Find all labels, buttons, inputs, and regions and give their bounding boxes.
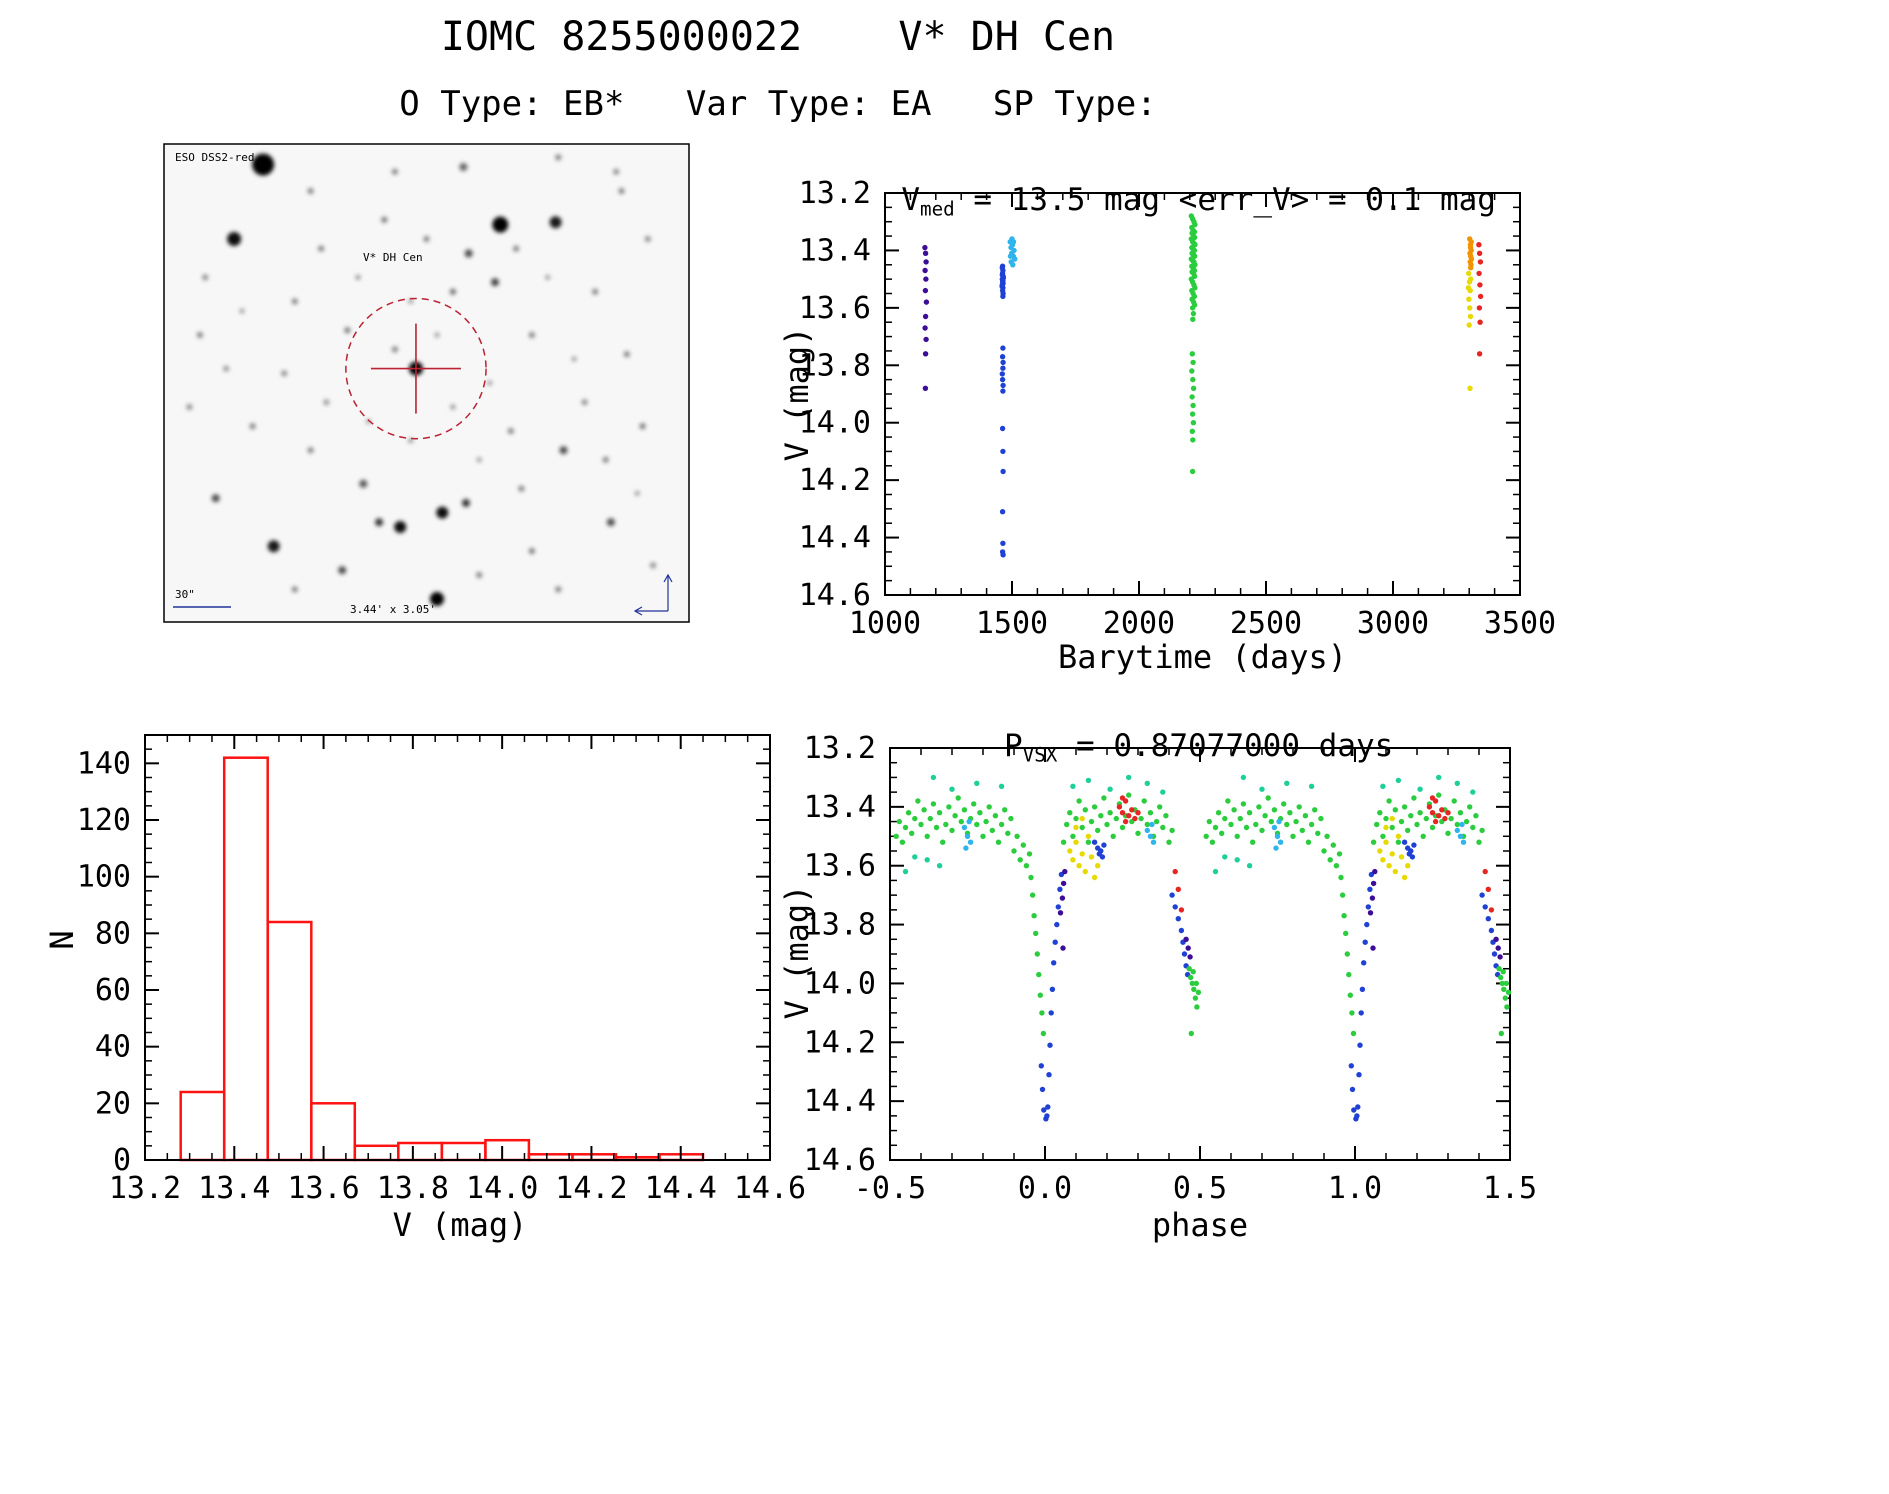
compass-icon (633, 573, 673, 616)
tick-label: 13.6 (804, 849, 876, 884)
lightcurve-ylabel: V (mag) (778, 326, 816, 462)
phase-title: PVSX = 0.87077000 days (795, 692, 1565, 766)
tick-label: 13.2 (799, 176, 871, 211)
tick-label: 13.4 (799, 233, 871, 268)
tick-label: 1.5 (1483, 1171, 1537, 1206)
lightcurve-xlabel: Barytime (days) (1058, 638, 1347, 676)
tick-label: 13.8 (804, 908, 876, 943)
tick-label: 14.4 (799, 521, 871, 556)
tick-label: 3000 (1357, 606, 1429, 641)
finder-chart: ESO DSS2-red V* DH Cen 30" 3.44' x 3.05' (163, 143, 690, 623)
tick-label: 2000 (1103, 606, 1175, 641)
axes (884, 192, 1521, 596)
tick-label: 60 (95, 973, 131, 1008)
survey-label: ESO DSS2-red (175, 151, 254, 164)
tick-label: 13.4 (198, 1171, 270, 1206)
target-label: V* DH Cen (363, 251, 423, 264)
lightcurve-title: Vmed = 13.5 mag <err_V> = 0.1 mag (795, 146, 1565, 220)
data-points (893, 774, 1512, 1122)
tick-label: 14.2 (799, 463, 871, 498)
tick-label: 14.0 (804, 966, 876, 1001)
histogram-bars (179, 756, 705, 1162)
tick-label: 2500 (1230, 606, 1302, 641)
tick-label: 0.0 (1018, 1171, 1072, 1206)
tick-label: 13.6 (799, 291, 871, 326)
lightcurve-title-post: = 13.5 mag <err_V> = 0.1 mag (954, 182, 1496, 218)
tick-label: 13.8 (799, 348, 871, 383)
phase-title-pre: P (1004, 728, 1023, 764)
tick-label: 80 (95, 916, 131, 951)
tick-label: -0.5 (854, 1171, 926, 1206)
tick-label: 120 (77, 803, 131, 838)
tick-label: 14.6 (804, 1143, 876, 1178)
tick-label: 13.2 (804, 731, 876, 766)
histogram-ylabel: N (43, 930, 81, 950)
finder-frame (163, 143, 690, 623)
phase-ylabel: V (mag) (778, 884, 816, 1020)
tick-label: 13.6 (287, 1171, 359, 1206)
tick-label: 100 (77, 860, 131, 895)
tick-label: 0 (113, 1143, 131, 1178)
axes (889, 747, 1511, 1161)
tick-label: 14.2 (804, 1025, 876, 1060)
page-subtitle: O Type: EB* Var Type: EA SP Type: (399, 84, 1157, 124)
tick-label: 40 (95, 1030, 131, 1065)
size-label: 3.44' x 3.05' (350, 603, 436, 616)
data-points (922, 213, 1484, 558)
tick-label: 13.4 (804, 790, 876, 825)
lightcurve-title-sub: med (920, 197, 955, 221)
star-field (186, 153, 657, 606)
histogram-xlabel: V (mag) (392, 1206, 528, 1244)
tick-label: 14.6 (734, 1171, 806, 1206)
scale-label: 30" (175, 588, 195, 601)
phase-xlabel: phase (1151, 1206, 1249, 1244)
page-title: IOMC 8255000022 V* DH Cen (440, 14, 1116, 60)
tick-label: 140 (77, 746, 131, 781)
tick-label: 14.2 (555, 1171, 627, 1206)
tick-label: 14.4 (804, 1084, 876, 1119)
histogram-plot: 13.2 13.4 13.6 13.8 14.0 14.2 14.4 14.6 0 20 40 60 8… (77, 734, 806, 1206)
tick-label: 14.0 (799, 406, 871, 441)
phase-title-sub: VSX (1022, 743, 1058, 767)
axes (144, 734, 771, 1161)
tick-label: 1000 (849, 606, 921, 641)
tick-label: 1500 (976, 606, 1048, 641)
tick-label: 14.4 (645, 1171, 717, 1206)
phase-title-post: = 0.87077000 days (1057, 728, 1394, 764)
tick-label: 0.5 (1173, 1171, 1227, 1206)
tick-label: 20 (95, 1086, 131, 1121)
tick-label: 3500 (1484, 606, 1556, 641)
lightcurve-plot: 1000 1500 2000 2500 3000 3500 13.2 13.4 13.6 13.8… (799, 176, 1556, 641)
target-marker-icon (345, 297, 487, 440)
tick-label: 14.6 (799, 578, 871, 613)
tick-label: 13.8 (377, 1171, 449, 1206)
phase-plot: -0.5 0.0 0.5 1.0 1.5 13.2 13.4 13.6 13.8 14.0 14.2… (804, 731, 1537, 1206)
tick-label: 14.0 (466, 1171, 538, 1206)
tick-label: 1.0 (1328, 1171, 1382, 1206)
tick-label: 13.2 (109, 1171, 181, 1206)
